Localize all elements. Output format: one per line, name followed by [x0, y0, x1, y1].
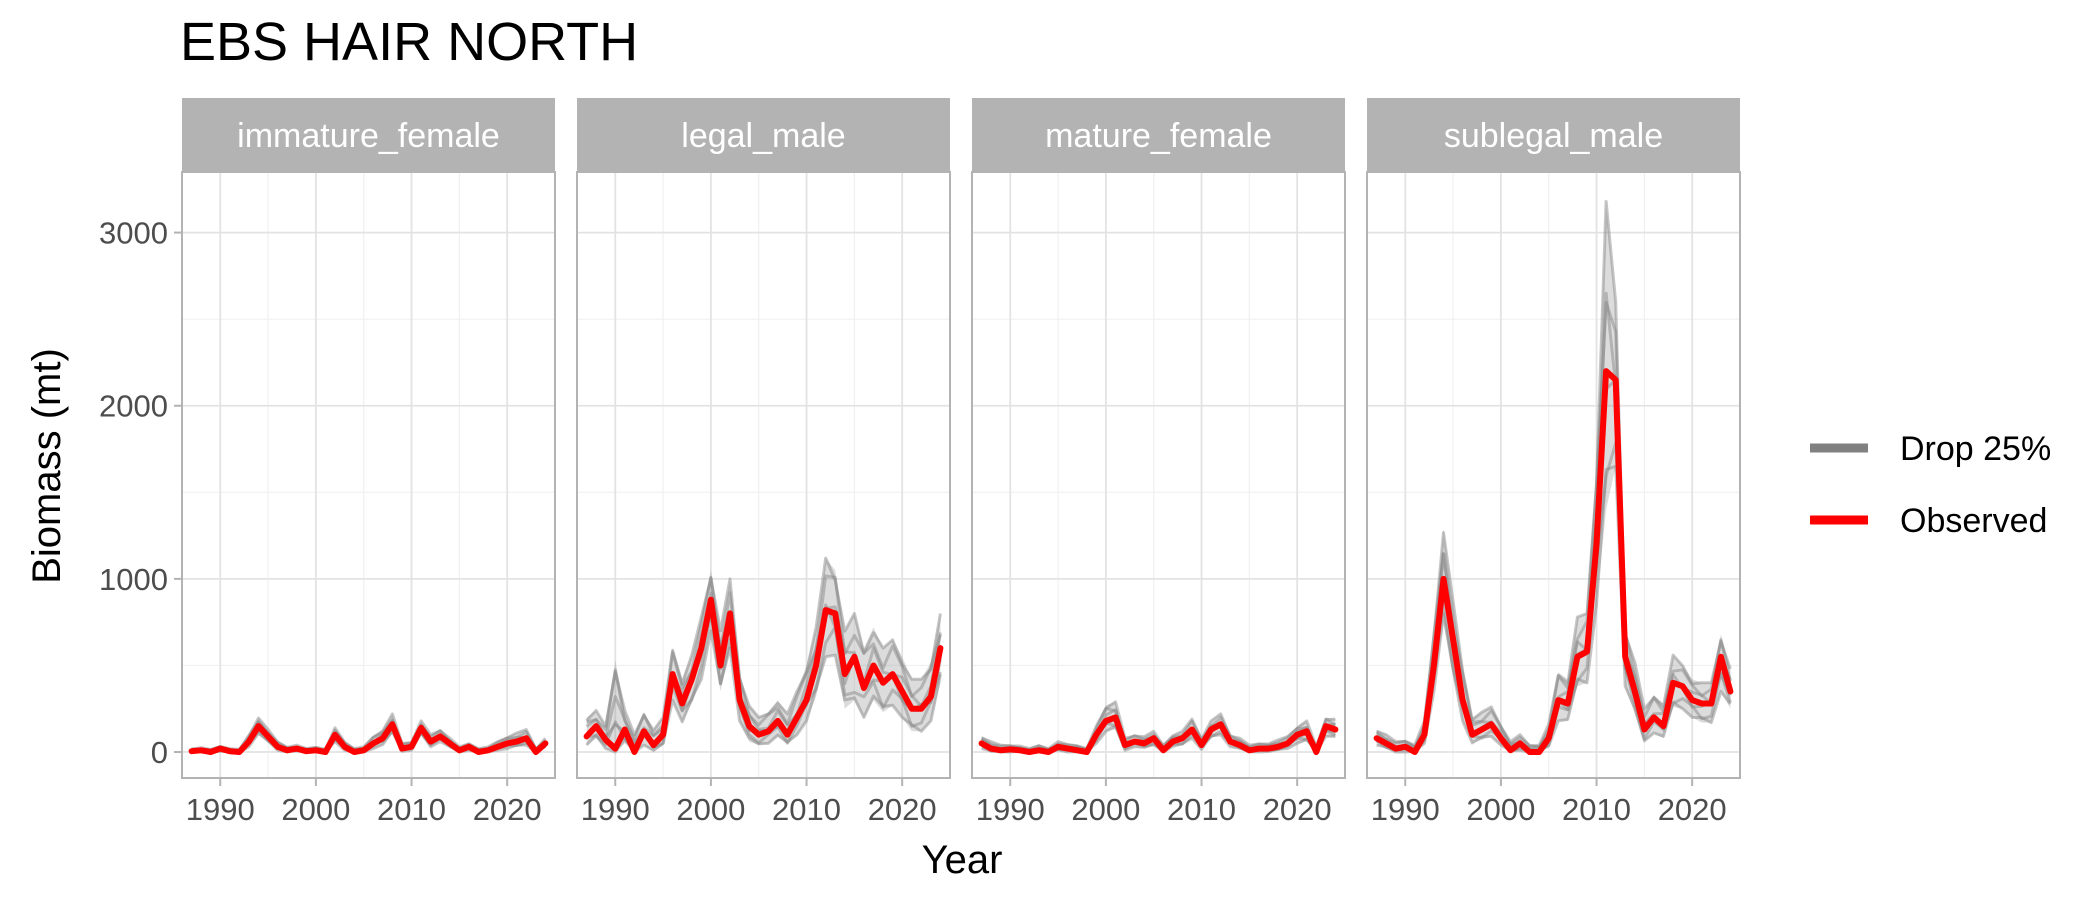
drop-25-line: [585, 629, 942, 754]
drop-25-envelope: [586, 558, 941, 752]
x-tick-label: 2000: [1466, 792, 1535, 827]
panel-border: [971, 171, 1346, 779]
y-tick-label: 2000: [99, 389, 168, 424]
panels-layer: immature_female 1990 2000 2010 2020 0 1000 2000…: [99, 98, 1741, 827]
y-tick-label: 0: [151, 735, 168, 770]
observed-line: [188, 721, 549, 755]
facet-strip-label: legal_male: [681, 117, 845, 155]
drop-25-envelope: [1376, 201, 1731, 752]
x-tick-label: 1990: [186, 792, 255, 827]
facet-strip-label: mature_female: [1045, 117, 1272, 155]
x-tick-label: 2020: [473, 792, 542, 827]
x-tick-label: 2010: [377, 792, 446, 827]
legend: Drop 25% Observed: [1810, 430, 2051, 540]
panel-mature_female: mature_female 1990 2000 2010 2020: [971, 98, 1346, 827]
x-tick-label: 2010: [772, 792, 841, 827]
x-tick-label: 2020: [1263, 792, 1332, 827]
x-tick-label: 2000: [281, 792, 350, 827]
x-tick-label: 2000: [1071, 792, 1140, 827]
facet-strip-bg: [182, 98, 555, 172]
x-tick-label: 2020: [868, 792, 937, 827]
x-tick-label: 1990: [976, 792, 1045, 827]
observed-line: [978, 714, 1339, 755]
x-tick-label: 2020: [1658, 792, 1727, 827]
drop-25-line: [585, 556, 942, 737]
observed-line: [583, 596, 944, 755]
legend-label-drop: Drop 25%: [1900, 430, 2051, 468]
drop-25-line: [191, 712, 547, 751]
drop-25-line: [1376, 464, 1732, 754]
legend-label-observed: Observed: [1900, 502, 2047, 540]
x-tick-label: 1990: [1371, 792, 1440, 827]
panel-border: [1366, 171, 1741, 779]
y-tick-label: 3000: [99, 216, 168, 251]
facet-strip-label: immature_female: [237, 117, 500, 155]
x-axis-label: Year: [922, 838, 1003, 882]
x-tick-label: 2000: [676, 792, 745, 827]
observed-line: [1373, 368, 1734, 755]
panel-sublegal_male: sublegal_male 1990 2000 2010 2020: [1366, 98, 1741, 827]
panel-immature_female: immature_female 1990 2000 2010 2020 0 1000 2000…: [99, 98, 556, 827]
panel-border: [576, 171, 951, 779]
facet-strip-bg: [577, 98, 950, 172]
facet-strip-bg: [1367, 98, 1740, 172]
x-tick-label: 2010: [1167, 792, 1236, 827]
x-tick-label: 2010: [1562, 792, 1631, 827]
facet-strip-bg: [972, 98, 1345, 172]
drop-25-line: [1375, 301, 1732, 749]
chart-title: EBS HAIR NORTH: [180, 12, 638, 72]
panel-border: [181, 171, 556, 779]
drop-25-line: [981, 700, 1336, 751]
panel-legal_male: legal_male 1990 2000 2010 2020: [576, 98, 951, 827]
y-tick-label: 1000: [99, 562, 168, 597]
facet-strip-label: sublegal_male: [1444, 117, 1663, 155]
drop-25-line: [1376, 199, 1732, 748]
drop-25-line: [586, 574, 942, 740]
y-axis-label: Biomass (mt): [25, 348, 69, 584]
x-tick-label: 1990: [581, 792, 650, 827]
